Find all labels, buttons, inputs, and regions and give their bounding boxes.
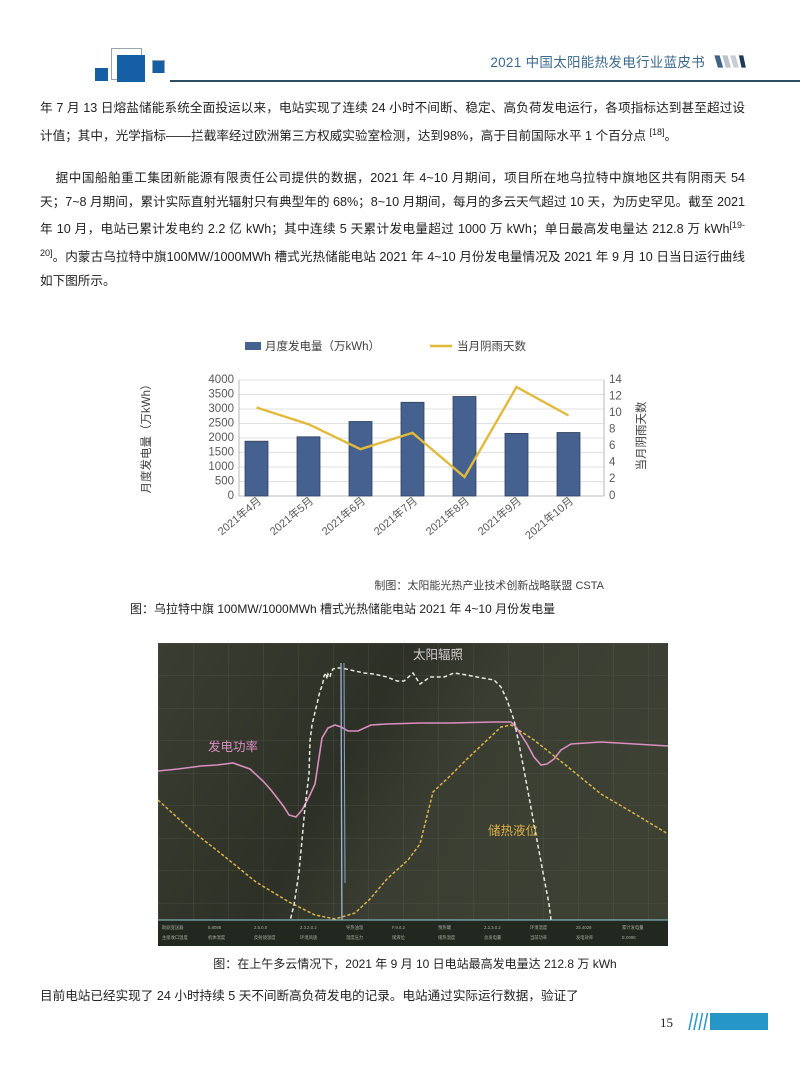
svg-text:2.3.2.0.2: 2.3.2.0.2 xyxy=(300,925,317,930)
svg-text:储热液位: 储热液位 xyxy=(488,823,538,838)
svg-text:12: 12 xyxy=(609,391,622,403)
svg-text:总发电量: 总发电量 xyxy=(484,934,502,941)
svg-text:4: 4 xyxy=(609,457,616,469)
svg-text:反射镜温度: 反射镜温度 xyxy=(254,934,276,941)
svg-text:0: 0 xyxy=(609,490,615,502)
svg-text:发电功率: 发电功率 xyxy=(208,739,258,754)
svg-text:当前功率: 当前功率 xyxy=(530,934,548,941)
svg-text:当月阴雨天数: 当月阴雨天数 xyxy=(457,339,526,353)
svg-text:2021年10月: 2021年10月 xyxy=(522,494,576,542)
svg-text:发电效率: 发电效率 xyxy=(576,934,594,941)
svg-text:E.0098: E.0098 xyxy=(622,935,636,940)
svg-text:10: 10 xyxy=(609,407,622,419)
svg-text:月度发电量（万kWh）: 月度发电量（万kWh） xyxy=(265,339,380,353)
svg-text:制图：太阳能光热产业技术创新战略联盟 CSTA: 制图：太阳能光热产业技术创新战略联盟 CSTA xyxy=(374,578,604,592)
svg-text:预热罐: 预热罐 xyxy=(438,924,452,931)
svg-text:2021年5月: 2021年5月 xyxy=(267,494,316,539)
svg-text:25.4028: 25.4028 xyxy=(576,925,592,930)
svg-text:500: 500 xyxy=(215,476,234,488)
svg-text:环境风速: 环境风速 xyxy=(300,934,318,941)
svg-text:4000: 4000 xyxy=(208,374,234,386)
svg-text:F.9.0.2: F.9.0.2 xyxy=(392,925,406,930)
svg-text:2021年7月: 2021年7月 xyxy=(371,494,420,539)
svg-text:2.2.3.0.2: 2.2.3.0.2 xyxy=(484,925,501,930)
svg-text:储热温度: 储热温度 xyxy=(438,934,456,941)
svg-text:2.5.0.0: 2.5.0.0 xyxy=(254,925,268,930)
svg-text:主接收口温度: 主接收口温度 xyxy=(162,934,188,941)
svg-text:当月阴雨天数: 当月阴雨天数 xyxy=(634,401,648,470)
svg-text:2021年6月: 2021年6月 xyxy=(319,494,368,539)
svg-text:月度发电量（万kWh）: 月度发电量（万kWh） xyxy=(139,379,153,494)
svg-text:温度压力: 温度压力 xyxy=(346,934,363,941)
svg-text:0: 0 xyxy=(228,490,234,502)
svg-text:14: 14 xyxy=(609,374,622,386)
svg-text:3500: 3500 xyxy=(208,389,234,401)
svg-text:助剧变送器: 助剧变送器 xyxy=(162,924,184,931)
svg-text:2021年8月: 2021年8月 xyxy=(423,494,472,539)
svg-text:太阳辐照: 太阳辐照 xyxy=(413,647,463,662)
svg-text:1500: 1500 xyxy=(208,447,234,459)
svg-text:2000: 2000 xyxy=(208,432,234,444)
svg-text:环境温度: 环境温度 xyxy=(530,924,548,931)
svg-text:3000: 3000 xyxy=(208,403,234,415)
svg-text:8: 8 xyxy=(609,424,615,436)
svg-text:图：乌拉特中旗 100MW/1000MWh 槽式光热储能电站: 图：乌拉特中旗 100MW/1000MWh 槽式光热储能电站 2021 年 4~… xyxy=(130,601,555,616)
svg-text:5.8088: 5.8088 xyxy=(208,925,222,930)
svg-text:累计发电量: 累计发电量 xyxy=(622,924,644,931)
svg-text:2: 2 xyxy=(609,473,615,485)
svg-text:导热油温: 导热油温 xyxy=(346,924,364,931)
svg-text:2500: 2500 xyxy=(208,418,234,430)
svg-text:机体温度: 机体温度 xyxy=(208,934,226,941)
svg-text:储液位: 储液位 xyxy=(392,934,406,941)
svg-text:1000: 1000 xyxy=(208,461,234,473)
svg-text:2021年4月: 2021年4月 xyxy=(215,494,264,539)
svg-text:2021年9月: 2021年9月 xyxy=(475,494,524,539)
svg-text:6: 6 xyxy=(609,440,615,452)
